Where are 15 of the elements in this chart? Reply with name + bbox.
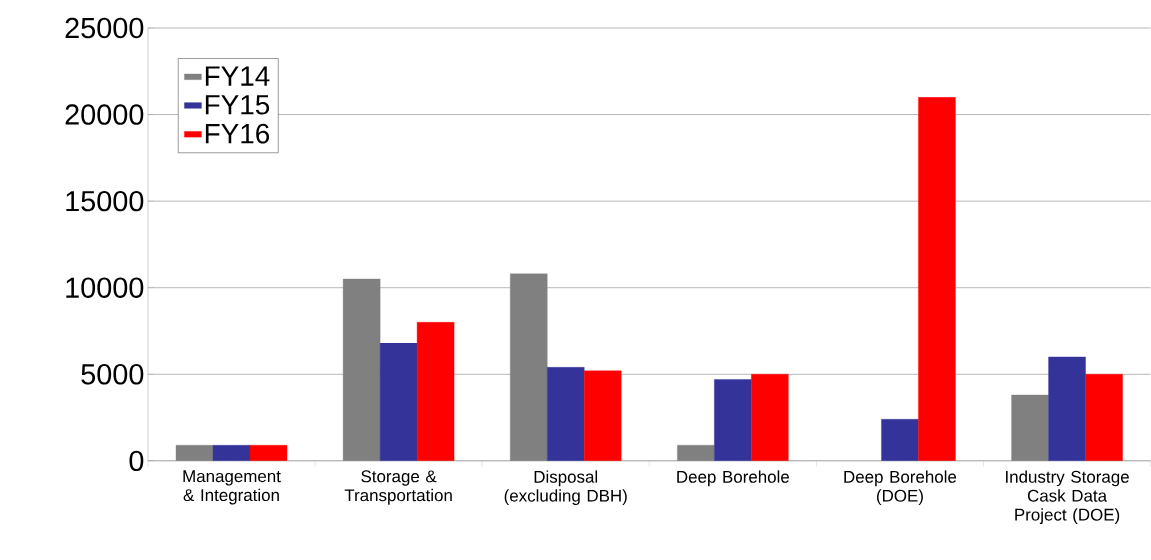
y-tick-label: 20000 <box>65 104 144 125</box>
legend-label: FY15 <box>205 95 270 115</box>
y-tick-label: 15000 <box>66 190 144 212</box>
y-tick-label: 5000 <box>81 364 144 385</box>
y-tick-label: 10000 <box>66 277 144 299</box>
x-tick-label: Industry Storage Cask Data Project (DOE) <box>1006 470 1129 525</box>
y-tick-label: 0 <box>129 450 144 472</box>
x-tick-label: Deep Borehole <box>677 470 790 487</box>
y-tick-label: 25000 <box>65 17 144 39</box>
x-tick-label: Disposal (excluding DBH) <box>504 470 627 506</box>
x-tick-label: Management & Integration <box>183 470 281 505</box>
x-tick-label: Deep Borehole (DOE) <box>844 470 957 506</box>
x-tick-label: Storage & Transportation <box>344 470 452 505</box>
legend-label: FY16 <box>205 123 270 144</box>
legend-label: FY14 <box>205 66 270 86</box>
